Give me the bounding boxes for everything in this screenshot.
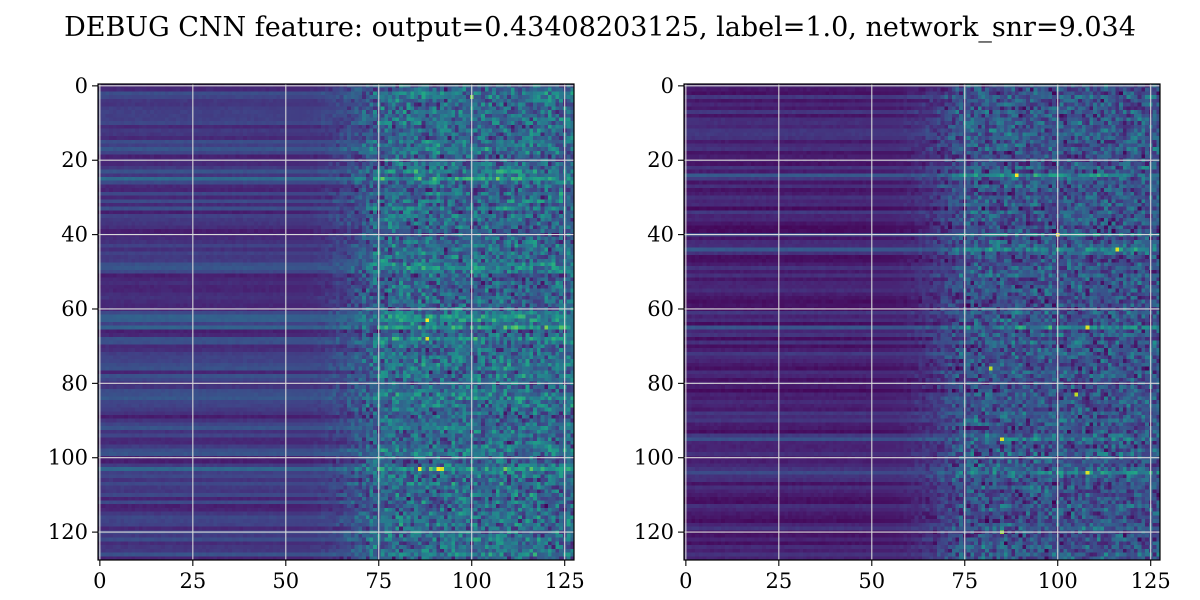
grid-lines [684,84,1160,560]
heatmap-panel-2: 0 25 50 75 100 125 0 20 40 60 80 100 120 [634,74,1171,593]
y-tick-label: 20 [61,148,88,172]
figure-title: DEBUG CNN feature: output=0.43408203125,… [64,12,1136,43]
y-tick-label: 0 [661,74,674,98]
x-tick-label: 100 [1038,569,1078,593]
x-tick-label: 0 [93,569,106,593]
y-tick-label: 100 [48,446,88,470]
x-tick-label: 125 [545,569,585,593]
x-tick-label: 0 [679,569,692,593]
x-tick-label: 50 [858,569,885,593]
y-tick-label: 60 [647,297,674,321]
x-tick-label: 25 [765,569,792,593]
x-tick-label: 75 [951,569,978,593]
y-tick-label: 80 [647,371,674,395]
x-tick-label: 25 [179,569,206,593]
y-tick-label: 40 [647,223,674,247]
x-tick-label: 50 [272,569,299,593]
axes-frame [97,83,575,561]
heatmap-image [98,84,574,560]
y-tick-label: 100 [634,446,674,470]
axes-frame [683,83,1161,561]
y-tick-label: 20 [647,148,674,172]
x-tick-label: 125 [1131,569,1171,593]
y-tick-label: 80 [61,371,88,395]
y-tick-label: 120 [634,520,674,544]
heatmap-panel-1: 0 25 50 75 100 125 0 20 40 60 80 100 120 [48,74,585,593]
y-tick-label: 120 [48,520,88,544]
heatmap-panels: 0 25 50 75 100 125 0 20 40 60 80 100 120 0 25 50 75 100 12… [48,74,1171,593]
grid-lines [98,84,574,560]
x-tick-label: 75 [365,569,392,593]
heatmap-image [684,84,1160,560]
y-tick-label: 40 [61,223,88,247]
x-tick-label: 100 [452,569,492,593]
y-tick-label: 60 [61,297,88,321]
y-tick-label: 0 [75,74,88,98]
